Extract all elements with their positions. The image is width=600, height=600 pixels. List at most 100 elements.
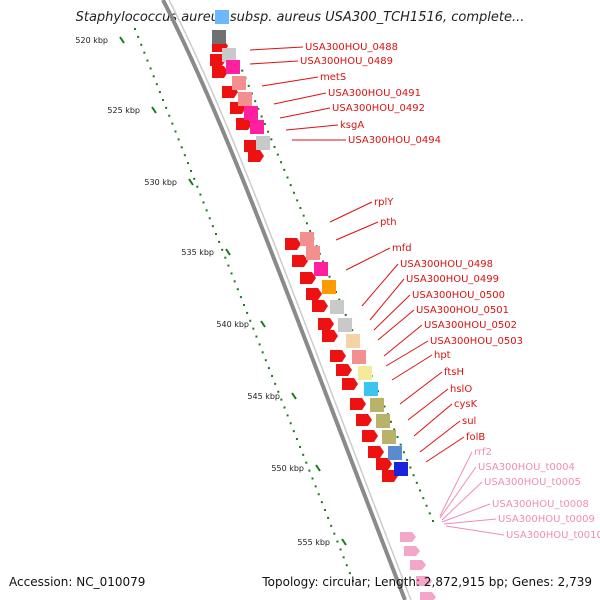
gc-dot: [422, 497, 425, 500]
feature-box: [222, 48, 236, 62]
gene-leader-line: [335, 221, 379, 241]
tick-mark: [341, 538, 347, 546]
gc-dot: [351, 329, 354, 332]
gene-label: USA300HOU_t0010: [506, 530, 600, 541]
gc-dot: [336, 540, 339, 543]
gc-dot: [158, 91, 161, 94]
gene-label: USA300HOU_t0005: [484, 477, 581, 488]
rna-arrow: [410, 560, 426, 570]
feature-box: [238, 92, 252, 106]
gene-leader-line: [249, 46, 304, 51]
feature-box: [338, 318, 352, 332]
gc-dot: [196, 185, 199, 188]
gene-label: ftsH: [444, 367, 464, 378]
feature-box: [382, 430, 396, 444]
gc-dot: [273, 145, 276, 148]
gc-dot: [399, 443, 402, 446]
gc-dot: [428, 512, 431, 515]
feature-box: [322, 280, 336, 294]
gene-label: sul: [462, 416, 476, 427]
gc-dot: [317, 493, 320, 496]
cds-arrow: [342, 378, 358, 390]
gc-dot: [415, 481, 418, 484]
gene-leader-line: [439, 451, 473, 517]
gc-dot: [345, 564, 348, 567]
gc-dot: [264, 359, 267, 362]
gc-dot: [162, 98, 165, 101]
cds-arrow: [362, 430, 378, 442]
cds-arrow: [236, 118, 252, 130]
rna-arrow: [416, 576, 432, 586]
gene-leader-line: [285, 124, 339, 131]
gc-dot: [171, 122, 174, 125]
backbone-edge: [168, 0, 412, 600]
gene-leader-line: [369, 278, 405, 321]
gc-dot: [348, 572, 351, 575]
feature-box: [352, 350, 366, 364]
gene-leader-line: [439, 466, 477, 519]
gene-label: USA300HOU_0499: [406, 274, 499, 285]
feature-box: [388, 446, 402, 460]
gc-dot: [186, 162, 189, 165]
gc-dot: [143, 51, 146, 54]
tick-mark: [188, 178, 194, 186]
gene-leader-line: [377, 309, 415, 341]
feature-box: [212, 30, 226, 44]
feature-box: [358, 366, 372, 380]
gc-dot: [199, 193, 202, 196]
feature-box: [330, 300, 344, 314]
gene-label: USA300HOU_0488: [305, 42, 398, 53]
gene-leader-line: [441, 481, 483, 521]
tick-label: 545 kbp: [247, 392, 280, 401]
gc-dot: [177, 138, 180, 141]
gc-dot: [254, 100, 257, 103]
gc-dot: [295, 438, 298, 441]
gene-label: USA300HOU_0501: [416, 305, 509, 316]
gc-dot: [323, 509, 326, 512]
gc-dot: [152, 75, 155, 78]
gc-dot: [140, 43, 143, 46]
gc-dot: [276, 153, 279, 156]
feature-box: [364, 382, 378, 396]
gene-label: ksgA: [340, 120, 364, 131]
gc-dot: [302, 214, 305, 217]
gc-dot: [241, 69, 244, 72]
gene-leader-line: [443, 518, 497, 525]
gene-label: USA300HOU_0500: [412, 290, 505, 301]
gene-leader-line: [385, 340, 429, 367]
gene-label: USA300HOU_0494: [348, 135, 441, 146]
gene-leader-line: [391, 354, 433, 381]
gene-leader-line: [383, 324, 423, 357]
feature-box: [346, 334, 360, 348]
tick-mark: [119, 36, 125, 44]
gc-dot: [252, 327, 255, 330]
backbone-layer: [161, 0, 412, 600]
gc-dot: [412, 474, 415, 477]
gc-dot: [165, 106, 168, 109]
gc-dot: [328, 275, 331, 278]
gc-dot: [296, 199, 299, 202]
gc-dot: [168, 114, 171, 117]
gc-dot: [255, 335, 258, 338]
gc-dot: [344, 313, 347, 316]
gc-dot: [314, 485, 317, 488]
feature-box: [370, 398, 384, 412]
gc-dot: [280, 398, 283, 401]
gc-dot: [221, 248, 224, 251]
gc-dot: [330, 524, 333, 527]
gc-dot: [309, 229, 312, 232]
topology-text: Topology: circular; Length: 2,872,915 bp…: [262, 575, 592, 589]
cds-arrow: [212, 66, 228, 78]
tick-mark: [291, 392, 297, 400]
gc-dot: [320, 501, 323, 504]
cds-arrow: [306, 288, 322, 300]
gc-dot: [224, 256, 227, 259]
label-layer: USA300HOU_0488 USA300HOU_0489 metS USA300HO…: [249, 42, 600, 541]
gene-label: USA300HOU_t0009: [498, 514, 595, 525]
tick-mark: [225, 248, 231, 256]
gene-leader-line: [425, 436, 465, 463]
gene-leader-line: [419, 420, 461, 453]
gc-dot: [183, 154, 186, 157]
gc-dot: [377, 390, 380, 393]
gc-dot: [292, 430, 295, 433]
